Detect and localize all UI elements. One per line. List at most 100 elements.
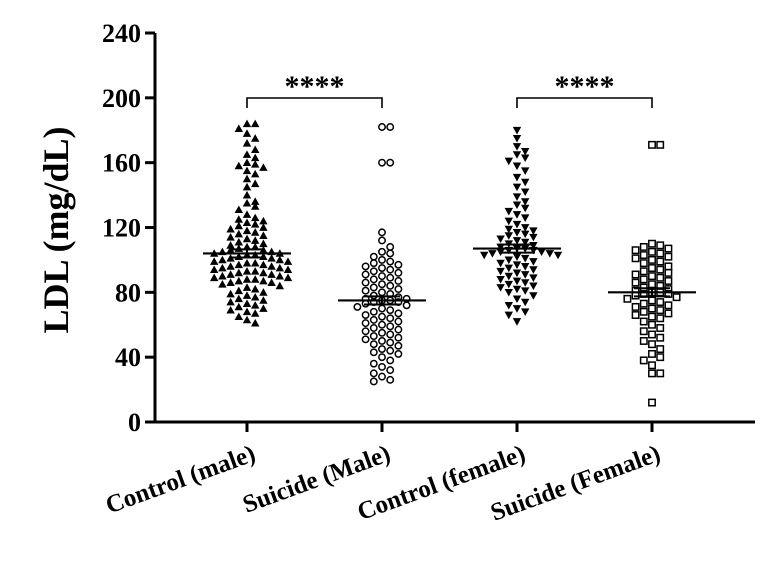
data-point <box>226 278 235 286</box>
data-point <box>259 231 268 239</box>
data-point <box>529 233 538 242</box>
data-point <box>378 288 386 297</box>
data-point <box>361 270 370 279</box>
significance-label: **** <box>285 70 345 103</box>
data-point <box>648 330 656 339</box>
data-point <box>386 273 395 282</box>
data-point <box>504 225 513 234</box>
data-point <box>369 259 378 268</box>
data-point <box>504 264 513 273</box>
data-point <box>378 328 386 337</box>
data-point <box>283 273 293 282</box>
data-point <box>234 244 243 252</box>
data-point <box>394 260 403 269</box>
data-point <box>378 228 386 237</box>
data-point <box>512 237 522 245</box>
significance-label: **** <box>555 70 615 103</box>
data-point <box>242 150 252 158</box>
data-point <box>267 262 276 270</box>
data-point <box>664 244 673 253</box>
data-point <box>664 268 673 277</box>
data-point <box>648 140 656 149</box>
data-point <box>234 260 243 269</box>
y-tick-label: 160 <box>102 149 141 178</box>
data-point <box>631 246 640 255</box>
data-points <box>210 119 681 407</box>
data-point <box>242 218 252 226</box>
data-point <box>386 281 395 290</box>
data-point <box>496 267 505 276</box>
data-point <box>378 312 386 321</box>
data-point <box>259 223 268 231</box>
data-point <box>521 147 530 156</box>
data-point <box>664 309 673 318</box>
data-point <box>242 275 252 283</box>
data-point <box>251 258 260 267</box>
x-tick-label: Control (male) <box>102 440 259 519</box>
data-point <box>648 398 656 407</box>
data-point <box>234 161 243 170</box>
data-point <box>648 369 656 378</box>
data-point <box>386 366 395 375</box>
data-point <box>656 369 665 378</box>
data-point <box>378 353 386 362</box>
data-point <box>504 232 513 240</box>
significance-bracket <box>246 97 383 108</box>
y-tick-label: 200 <box>102 84 141 113</box>
data-point <box>361 278 370 287</box>
data-point <box>639 267 648 276</box>
data-point <box>369 359 378 368</box>
data-point <box>639 317 648 326</box>
data-point <box>251 220 260 228</box>
data-point <box>242 198 252 207</box>
data-point <box>529 266 538 274</box>
data-point <box>251 134 260 142</box>
data-point <box>218 280 227 288</box>
data-point <box>504 217 513 226</box>
data-point <box>226 262 235 270</box>
data-point <box>259 239 268 248</box>
data-point <box>242 129 252 137</box>
data-point <box>378 304 386 313</box>
data-point <box>639 251 648 260</box>
data-point <box>369 377 378 386</box>
data-point <box>251 275 260 283</box>
data-point <box>394 285 403 294</box>
data-point <box>386 243 395 251</box>
data-point <box>259 216 268 225</box>
data-point <box>378 236 386 245</box>
data-point <box>504 256 513 265</box>
data-point <box>259 296 268 304</box>
data-point <box>512 295 522 304</box>
data-point <box>259 288 268 296</box>
data-point <box>386 257 395 266</box>
data-point <box>521 204 530 213</box>
y-tick-label: 40 <box>115 343 141 372</box>
data-point <box>218 255 227 264</box>
data-point <box>631 311 640 319</box>
data-point <box>504 301 513 310</box>
data-point <box>242 166 252 175</box>
data-point <box>639 337 648 345</box>
data-point <box>378 345 386 354</box>
data-point <box>512 305 522 313</box>
data-point <box>512 193 522 201</box>
data-point <box>242 234 252 243</box>
data-point <box>656 241 665 250</box>
data-point <box>664 262 673 271</box>
data-point <box>267 278 276 286</box>
y-tick-label: 240 <box>102 19 141 48</box>
data-point <box>656 140 665 149</box>
significance-bracket <box>516 97 653 108</box>
data-point <box>234 294 243 303</box>
data-point <box>521 230 530 239</box>
data-point <box>648 255 656 264</box>
data-point <box>512 220 522 229</box>
data-point <box>226 305 235 314</box>
data-point <box>234 286 243 295</box>
data-point <box>529 227 538 235</box>
data-point <box>648 320 656 329</box>
data-point <box>656 306 665 315</box>
data-point <box>394 268 403 277</box>
